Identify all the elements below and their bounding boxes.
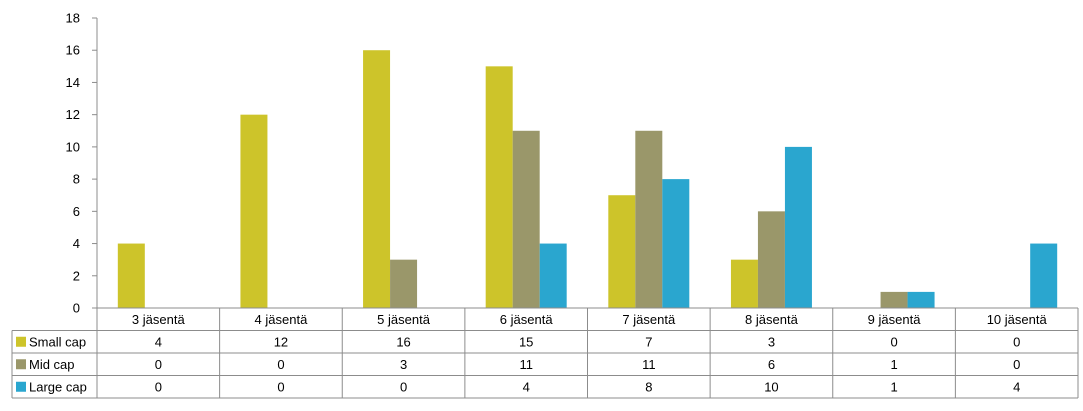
data-value: 8: [645, 379, 652, 394]
data-value: 1: [890, 357, 897, 372]
data-value: 4: [155, 334, 162, 349]
data-value: 11: [519, 357, 533, 372]
data-value: 0: [890, 334, 897, 349]
y-tick-label: 6: [73, 204, 80, 219]
bar-mid-cap: [880, 291, 908, 308]
y-tick-label: 4: [73, 236, 80, 251]
y-tick-label: 12: [66, 107, 80, 122]
y-tick-label: 18: [66, 11, 80, 26]
data-value: 15: [519, 334, 533, 349]
category-label: 5 jäsentä: [377, 312, 431, 327]
category-label: 8 jäsentä: [745, 312, 799, 327]
bar-large-cap: [662, 179, 690, 308]
bar-mid-cap: [390, 259, 418, 308]
data-value: 0: [1013, 334, 1020, 349]
bar-large-cap: [907, 291, 935, 308]
legend-key: [16, 359, 26, 370]
category-label: 6 jäsentä: [500, 312, 554, 327]
bar-large-cap: [784, 146, 812, 308]
category-label: 10 jäsentä: [987, 312, 1048, 327]
bar-small-cap: [240, 114, 268, 309]
data-value: 10: [764, 379, 778, 394]
data-value: 11: [642, 357, 656, 372]
y-tick-label: 8: [73, 172, 80, 187]
bar-large-cap: [1030, 243, 1058, 308]
bar-small-cap: [363, 50, 391, 308]
data-value: 0: [155, 357, 162, 372]
y-tick-label: 16: [66, 43, 80, 58]
bar-small-cap: [608, 195, 636, 308]
data-value: 6: [768, 357, 775, 372]
bar-small-cap: [730, 259, 758, 308]
bar-small-cap: [117, 243, 145, 308]
data-value: 0: [155, 379, 162, 394]
data-value: 4: [523, 379, 530, 394]
category-label: 4 jäsentä: [255, 312, 309, 327]
data-value: 3: [400, 357, 407, 372]
bar-mid-cap: [635, 130, 663, 308]
data-value: 3: [768, 334, 775, 349]
data-value: 0: [277, 379, 284, 394]
bar-mid-cap: [757, 211, 785, 308]
data-value: 16: [396, 334, 410, 349]
series-label: Large cap: [29, 379, 87, 394]
y-tick-label: 14: [66, 75, 80, 90]
category-label: 9 jäsentä: [868, 312, 922, 327]
series-label: Mid cap: [29, 357, 75, 372]
bar-large-cap: [539, 243, 567, 308]
data-value: 1: [890, 379, 897, 394]
data-value: 12: [274, 334, 288, 349]
data-value: 0: [277, 357, 284, 372]
data-value: 0: [1013, 357, 1020, 372]
y-tick-label: 2: [73, 268, 80, 283]
category-label: 3 jäsentä: [132, 312, 186, 327]
category-label: 7 jäsentä: [622, 312, 676, 327]
y-tick-label: 10: [66, 139, 80, 154]
series-label: Small cap: [29, 334, 86, 349]
bar-mid-cap: [512, 130, 540, 308]
legend-key: [16, 336, 26, 347]
bar-small-cap: [485, 66, 513, 308]
y-tick-label: 0: [73, 301, 80, 316]
data-value: 0: [400, 379, 407, 394]
legend-key: [16, 381, 26, 392]
data-value: 4: [1013, 379, 1020, 394]
data-value: 7: [645, 334, 652, 349]
